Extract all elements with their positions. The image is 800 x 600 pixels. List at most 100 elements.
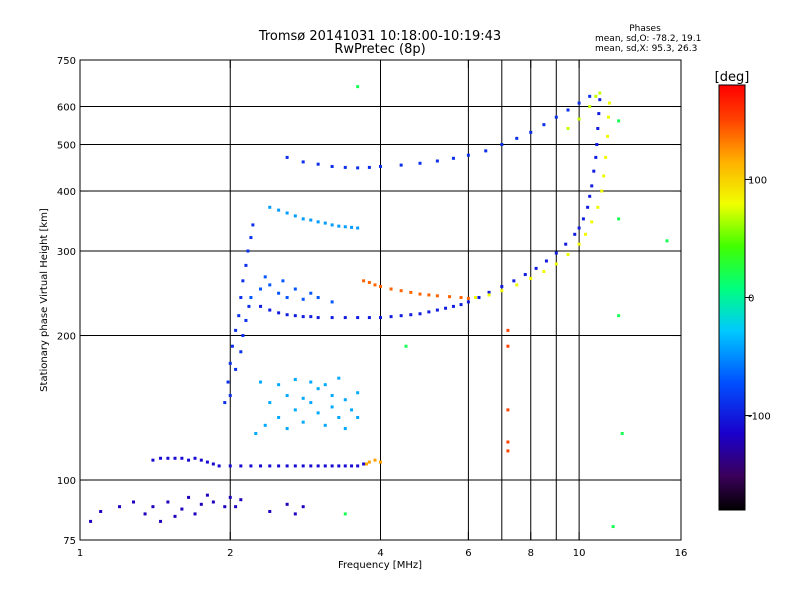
data-point [598,98,602,102]
data-point [466,153,470,157]
data-point [173,456,177,460]
data-point [356,85,360,89]
data-point [166,500,170,504]
data-point [309,291,313,295]
x-axis-label: Frequency [MHz] [338,560,422,571]
data-point [293,214,297,218]
data-point [259,380,263,384]
data-point [268,509,272,513]
data-point [263,423,267,427]
data-point [500,289,504,293]
data-point [554,115,558,119]
data-point [577,101,581,105]
data-point [205,493,209,497]
data-point [350,464,354,468]
data-point [606,134,610,138]
data-point [330,164,334,168]
data-point [330,464,334,468]
colorbar-tick-label: -100 [748,412,771,423]
y-tick-label: 400 [57,187,76,198]
data-point [337,224,341,228]
data-point [285,394,289,398]
data-point [301,396,305,400]
data-point [249,296,253,300]
stats-x-mode: mean, sd,X: 95.3, 26.3 [595,44,697,54]
data-point [367,165,371,169]
data-point [330,405,334,409]
y-axis-label: Stationary phase Virtual Height [km] [39,208,50,392]
data-point [399,314,403,318]
data-point [356,226,360,230]
data-point [343,427,347,431]
data-point [285,502,289,506]
data-point [249,236,253,240]
data-point [367,280,371,284]
data-point [316,464,320,468]
data-point [435,159,439,163]
data-point [118,505,122,509]
data-point [427,293,431,297]
data-point [343,512,347,516]
data-point [241,334,245,338]
colorbar-tick-label: 100 [748,175,767,186]
data-point [473,296,477,300]
data-point [143,512,147,516]
y-tick-label: 300 [57,247,76,258]
data-point [268,401,272,405]
data-point [554,251,558,255]
data-point [309,315,313,319]
data-point [89,519,93,523]
data-point [301,315,305,319]
x-tick-label: 8 [528,548,534,559]
data-point [350,225,354,229]
data-point [241,279,245,283]
gridlines [80,60,681,540]
data-point [577,117,581,121]
stats-o-mode: mean, sd,O: -78.2, 19.1 [595,34,701,44]
data-point [409,290,413,294]
data-point [343,316,347,320]
data-point [301,420,305,424]
data-point [566,126,570,130]
x-tick-label: 10 [573,548,586,559]
data-point [554,262,558,266]
data-point [611,525,615,529]
data-point [418,161,422,165]
data-point [239,350,243,354]
data-point [451,156,455,160]
data-point [211,462,215,466]
data-point [356,316,360,320]
data-point [268,205,272,209]
data-point [316,411,320,415]
data-point [99,509,103,513]
data-point [293,464,297,468]
data-point [596,205,600,209]
data-point [285,155,289,159]
data-point [293,512,297,516]
data-point [301,160,305,164]
data-point [477,296,481,300]
data-point [602,174,606,178]
data-point [577,226,581,230]
data-point [187,458,191,462]
data-point [323,464,327,468]
data-point [330,316,334,320]
data-point [323,423,327,427]
data-point [356,415,360,419]
data-point [259,287,263,291]
data-point [389,287,393,291]
data-point [244,318,248,322]
data-point [309,218,313,222]
data-points [89,85,669,529]
y-tick-label: 200 [57,332,76,343]
data-point [199,458,203,462]
data-point [365,462,369,466]
data-point [180,507,184,511]
colorbar [718,84,746,511]
data-point [596,126,600,130]
data-point [373,283,377,287]
x-tick-label: 16 [675,548,688,559]
data-point [588,94,592,98]
data-point [193,456,197,460]
data-point [228,361,232,365]
